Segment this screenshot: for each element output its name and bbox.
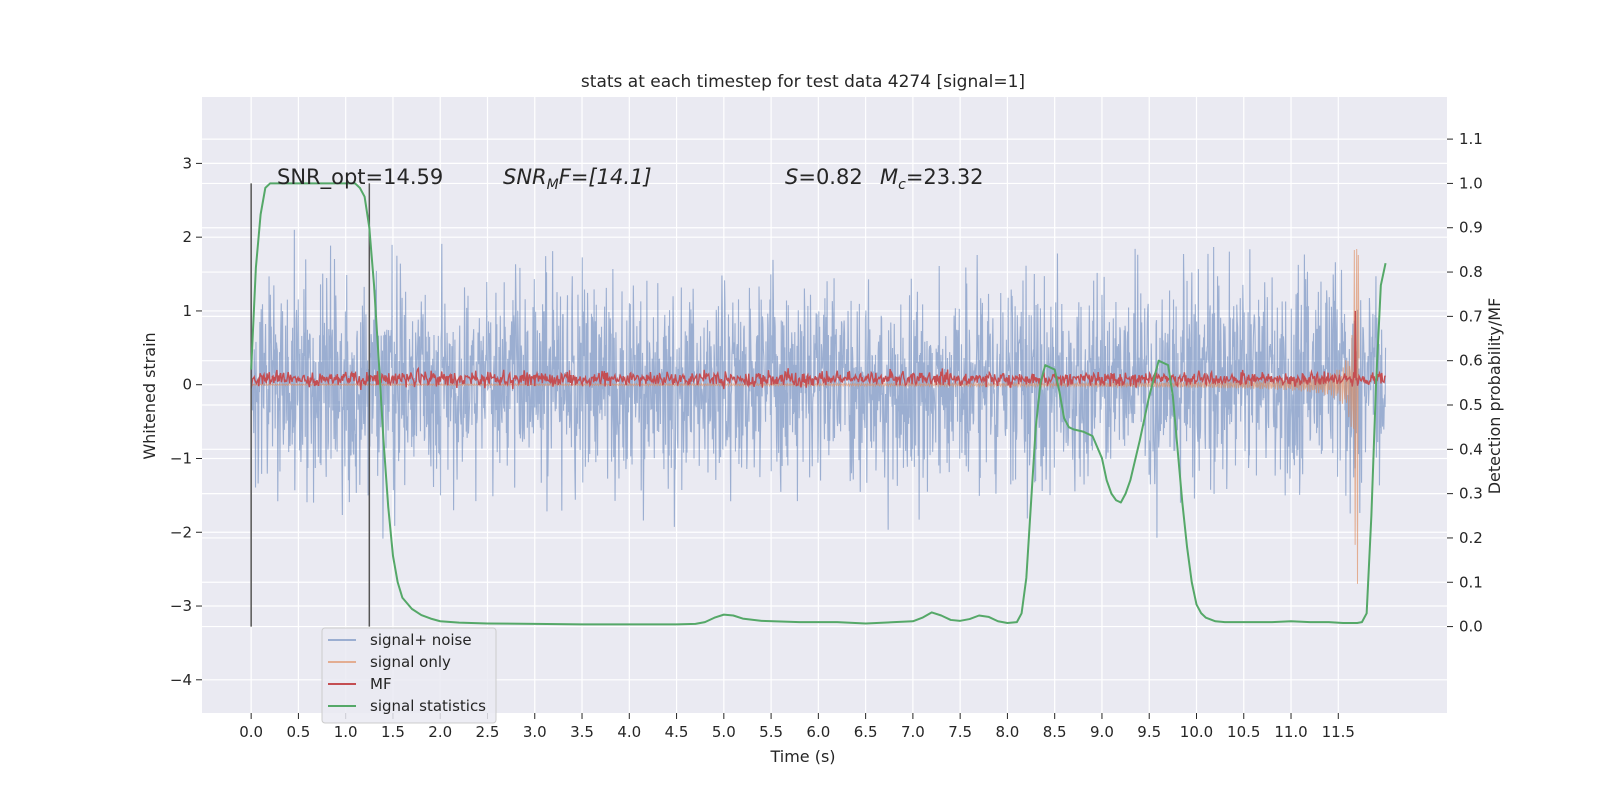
yl-tick-label-5: −2: [170, 523, 192, 541]
annotation-snr-mf-symbol: SNR: [503, 165, 547, 189]
yr-tick-label-6: 0.5: [1459, 396, 1483, 414]
yr-tick-label-5: 0.6: [1459, 352, 1483, 370]
annotation-snr-opt: SNR_opt=14.59: [277, 165, 443, 190]
legend-label-mf: MF: [370, 675, 392, 693]
yr-tick-label-10: 0.1: [1459, 573, 1483, 591]
yl-tick-label-2: 1: [182, 302, 192, 320]
grid-lines: [202, 97, 1447, 713]
series-signal-noise: [250, 229, 1387, 539]
x-axis-label: Time (s): [769, 747, 835, 766]
y-left-axis-label: Whitened strain: [140, 332, 159, 459]
yr-tick-label-0: 1.1: [1459, 130, 1483, 148]
x-tick-label-2: 1.0: [334, 723, 358, 741]
y-right-axis-ticks: 1.1 1.0 0.9 0.8 0.7 0.6 0.5 0.4 0.3 0.2 0.1 0.0: [1447, 130, 1483, 636]
x-tick-label-8: 4.0: [617, 723, 641, 741]
x-tick-label-15: 7.5: [948, 723, 972, 741]
legend: signal+ noise signal only MF signal stat…: [321, 627, 497, 724]
annotation-mc-subscript: c: [898, 177, 906, 193]
yr-tick-label-3: 0.8: [1459, 263, 1483, 281]
x-axis-ticks: 0.0 0.5 1.0 1.5 2.0 2.5 3.0 3.5 4.0 4.5 5.0 5.5 6.0 6…: [239, 713, 1355, 741]
x-tick-label-13: 6.5: [854, 723, 878, 741]
y-left-axis-ticks: 3 2 1 0 −1 −2 −3 −4: [170, 154, 202, 689]
legend-label-signal-statistics: signal statistics: [370, 697, 486, 715]
yr-tick-label-4: 0.7: [1459, 307, 1483, 325]
yl-tick-label-7: −4: [170, 671, 192, 689]
yl-tick-label-4: −1: [170, 449, 192, 467]
x-tick-label-21: 10.5: [1227, 723, 1260, 741]
x-tick-label-12: 6.0: [806, 723, 830, 741]
yr-tick-label-7: 0.4: [1459, 440, 1483, 458]
annotation-s-symbol: S: [785, 165, 798, 189]
yl-tick-label-1: 2: [182, 228, 192, 246]
legend-label-signal-noise: signal+ noise: [370, 631, 472, 649]
x-tick-label-19: 9.5: [1137, 723, 1161, 741]
annotation-mc: Mc=23.32: [880, 165, 984, 193]
yr-tick-label-1: 1.0: [1459, 174, 1483, 192]
window-markers: [250, 183, 371, 627]
legend-box: [321, 627, 497, 724]
x-tick-label-5: 2.5: [476, 723, 500, 741]
legend-label-signal-only: signal only: [370, 653, 451, 671]
annotation-snr-mf-subscript: M: [547, 177, 559, 193]
x-tick-label-4: 2.0: [428, 723, 452, 741]
yl-tick-label-3: 0: [182, 376, 192, 394]
x-tick-label-17: 8.5: [1043, 723, 1067, 741]
x-tick-label-20: 10.0: [1180, 723, 1213, 741]
mf-line: [250, 310, 1386, 391]
x-tick-label-9: 4.5: [665, 723, 689, 741]
x-tick-label-11: 5.5: [759, 723, 783, 741]
x-tick-label-6: 3.0: [523, 723, 547, 741]
x-tick-label-0: 0.0: [239, 723, 263, 741]
annotation-snr-mf-rest: F=[14.1]: [559, 165, 652, 189]
x-tick-label-22: 11.0: [1274, 723, 1307, 741]
x-tick-label-1: 0.5: [286, 723, 310, 741]
yr-tick-label-11: 0.0: [1459, 618, 1483, 636]
x-tick-label-18: 9.0: [1090, 723, 1114, 741]
yl-tick-label-0: 3: [182, 154, 192, 172]
series-signal-statistics: [250, 182, 1387, 626]
annotation-s-value: =0.82: [798, 165, 862, 189]
yr-tick-label-9: 0.2: [1459, 529, 1483, 547]
annotation-mc-value: =23.32: [906, 165, 984, 189]
chart-title: stats at each timestep for test data 427…: [581, 72, 1025, 92]
signal-statistics-line: [250, 182, 1387, 626]
y-right-axis-label: Detection probability/MF: [1485, 298, 1504, 495]
yl-tick-label-6: −3: [170, 597, 192, 615]
x-tick-label-14: 7.0: [901, 723, 925, 741]
x-tick-label-7: 3.5: [570, 723, 594, 741]
yr-tick-label-8: 0.3: [1459, 485, 1483, 503]
annotation-s: S=0.82: [785, 165, 863, 189]
x-tick-label-23: 11.5: [1322, 723, 1355, 741]
annotation-mc-symbol: M: [880, 165, 898, 189]
x-tick-label-3: 1.5: [381, 723, 405, 741]
x-tick-label-16: 8.0: [995, 723, 1019, 741]
annotation-snr-mf: SNRMF=[14.1]: [503, 165, 652, 193]
series-mf: [250, 310, 1386, 391]
x-tick-label-10: 5.0: [712, 723, 736, 741]
signal-noise-line: [250, 229, 1387, 539]
yr-tick-label-2: 0.9: [1459, 219, 1483, 237]
